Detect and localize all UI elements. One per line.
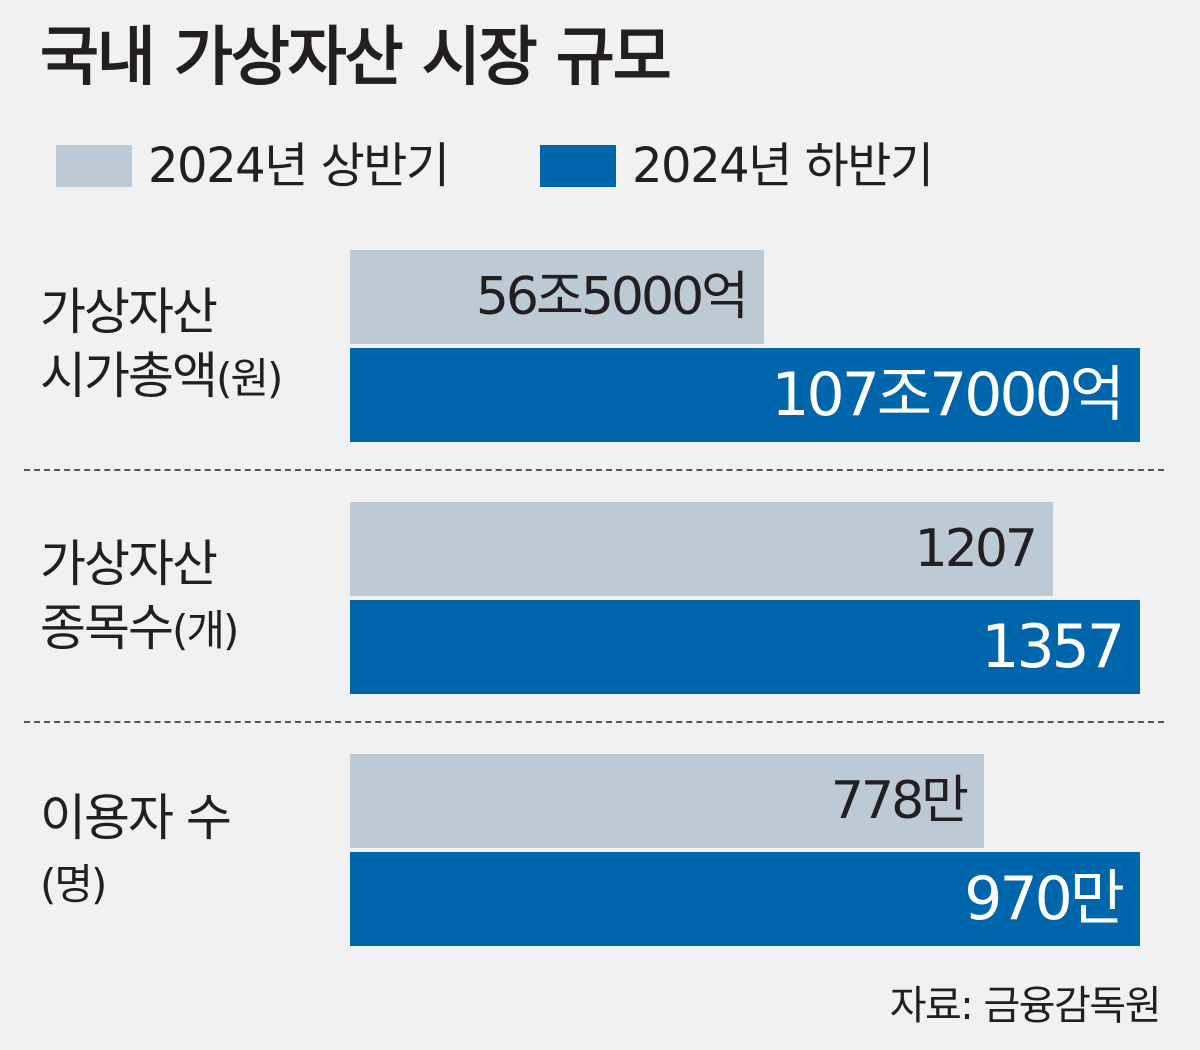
source-note: 자료: 금융감독원 <box>889 983 1162 1029</box>
legend-swatch-second-half <box>540 145 616 187</box>
group-divider <box>24 469 1164 471</box>
bar-value-label: 56조5000억 <box>475 267 749 327</box>
bar-user-count-first-half: 778만 <box>350 754 984 848</box>
group-label-line-1: 가상자산 <box>40 283 218 341</box>
group-label-unit: (원) <box>216 354 283 403</box>
legend-swatch-first-half <box>56 145 132 187</box>
group-divider <box>24 721 1164 723</box>
legend-label-second-half: 2024년 하반기 <box>632 138 934 194</box>
bar-value-label: 107조7000억 <box>771 360 1125 430</box>
bar-market-cap-first-half: 56조5000억 <box>350 250 764 344</box>
bar-value-label: 1357 <box>981 612 1125 682</box>
group-label-market-cap: 가상자산 시가총액(원) <box>40 280 283 411</box>
group-label-line-2: 시가총액(원) <box>40 344 283 411</box>
legend-item-first-half: 2024년 상반기 <box>56 136 450 196</box>
bar-value-label: 970만 <box>964 864 1125 934</box>
group-label-line-2: (명) <box>40 850 230 917</box>
bar-token-count-second-half: 1357 <box>350 600 1140 694</box>
group-label-unit: (명) <box>40 860 107 909</box>
group-label-text: 시가총액 <box>40 347 218 405</box>
bar-user-count-second-half: 970만 <box>350 852 1140 946</box>
bar-token-count-first-half: 1207 <box>350 502 1053 596</box>
group-label-token-count: 가상자산 종목수(개) <box>40 532 239 663</box>
bar-value-label: 778만 <box>830 771 969 831</box>
group-label-line-2: 종목수(개) <box>40 596 239 663</box>
chart-title: 국내 가상자산 시장 규모 <box>40 21 672 95</box>
group-label-line-1: 이용자 수 <box>40 789 232 847</box>
bar-market-cap-second-half: 107조7000억 <box>350 348 1140 442</box>
group-label-text: 종목수 <box>40 599 174 657</box>
legend-item-second-half: 2024년 하반기 <box>540 136 934 196</box>
bar-value-label: 1207 <box>914 519 1038 579</box>
legend-label-first-half: 2024년 상반기 <box>148 138 450 194</box>
group-label-unit: (개) <box>172 606 239 655</box>
group-label-line-1: 가상자산 <box>40 535 218 593</box>
group-label-user-count: 이용자 수 (명) <box>40 786 232 917</box>
